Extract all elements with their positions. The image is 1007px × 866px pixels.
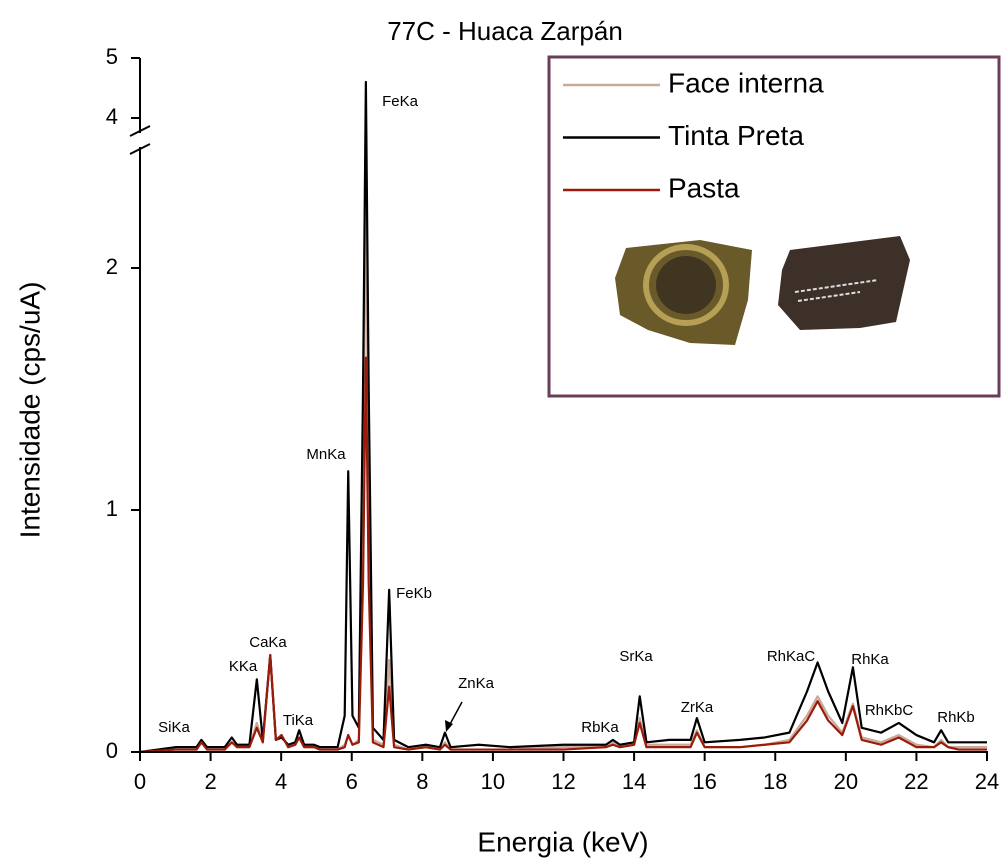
annotation: CaKa (249, 634, 287, 651)
annotation: ZrKa (681, 699, 714, 716)
annotation: FeKa (382, 93, 419, 110)
y-tick-label: 2 (106, 254, 118, 279)
legend-label: Pasta (668, 172, 740, 203)
x-tick-label: 18 (763, 769, 787, 794)
chart-title: 77C - Huaca Zarpán (387, 16, 623, 46)
annotation: RhKbC (865, 702, 914, 719)
annotation-arrowhead (445, 720, 453, 732)
legend-box (547, 55, 1001, 398)
sherd-ring (643, 244, 729, 326)
y-tick-label: 4 (106, 104, 118, 129)
sherd-label (797, 291, 861, 302)
annotation: RhKa (851, 651, 889, 668)
x-tick-label: 20 (834, 769, 858, 794)
legend: Face interna Tinta Preta Pasta (547, 55, 1001, 398)
y-tick-label: 0 (106, 738, 118, 763)
annotation: RhKaC (767, 648, 816, 665)
legend-label: Tinta Preta (668, 120, 804, 151)
annotation: TiKa (283, 712, 314, 729)
x-tick-label: 10 (481, 769, 505, 794)
annotation: FeKb (396, 585, 432, 602)
y-tick-label: 1 (106, 496, 118, 521)
plot-area (139, 80, 987, 754)
x-tick-label: 22 (904, 769, 928, 794)
sherd-label (794, 279, 879, 293)
sherd-photo (615, 236, 910, 345)
annotation: RbKa (581, 719, 619, 736)
series-line (139, 356, 987, 754)
legend-label: Face interna (668, 67, 824, 98)
x-tick-label: 0 (134, 769, 146, 794)
x-tick-label: 4 (275, 769, 287, 794)
x-tick-label: 16 (692, 769, 716, 794)
sherd-dot (656, 256, 716, 314)
x-tick-label: 24 (975, 769, 999, 794)
annotation: ZnKa (458, 675, 495, 692)
x-axis-title: Energia (keV) (477, 826, 648, 857)
annotation: MnKa (306, 446, 346, 463)
x-tick-label: 12 (551, 769, 575, 794)
x-tick-label: 14 (622, 769, 646, 794)
sherd-right (778, 236, 910, 330)
axis-break (129, 143, 151, 155)
axis-break (129, 125, 151, 137)
annotation: SiKa (158, 719, 190, 736)
annotation: RhKb (937, 709, 975, 726)
y-tick-label: 5 (106, 44, 118, 69)
annotation: SrKa (619, 648, 653, 665)
annotation-arrow (448, 701, 463, 727)
x-tick-label: 6 (346, 769, 358, 794)
annotation: KKa (229, 658, 258, 675)
x-tick-label: 8 (416, 769, 428, 794)
y-axis-title: Intensidade (cps/uA) (14, 282, 45, 539)
x-tick-label: 2 (204, 769, 216, 794)
